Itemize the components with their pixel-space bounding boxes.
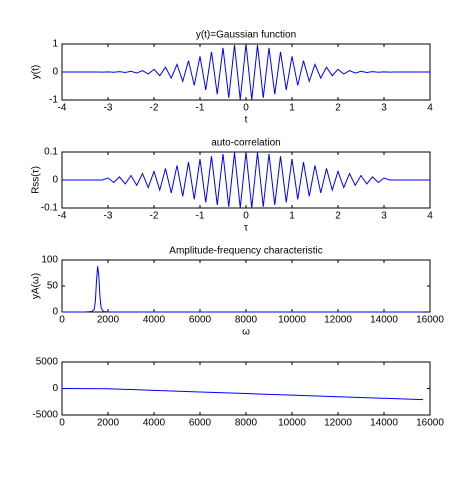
x-tick-label: 4 — [427, 211, 433, 222]
x-tick-label: 0 — [243, 103, 249, 114]
x-tick-label: 6000 — [189, 418, 212, 429]
x-tick-label: 4000 — [143, 418, 166, 429]
x-tick-label: 8000 — [235, 418, 258, 429]
y-tick-label: 0 — [52, 175, 58, 186]
data-line — [62, 43, 430, 100]
x-axis-label: ω — [242, 327, 250, 338]
x-tick-label: 16000 — [416, 315, 444, 326]
y-tick-label: 0 — [52, 307, 58, 318]
x-tick-label: -4 — [58, 103, 67, 114]
x-tick-label: 0 — [243, 211, 249, 222]
x-tick-label: 12000 — [324, 418, 352, 429]
x-tick-label: -4 — [58, 211, 67, 222]
x-tick-label: 2000 — [97, 315, 120, 326]
x-tick-label: 6000 — [189, 315, 212, 326]
chart-title: Amplitude-frequency characteristic — [169, 246, 322, 257]
x-tick-label: -2 — [150, 211, 159, 222]
x-tick-label: 8000 — [235, 315, 258, 326]
x-tick-label: 1 — [289, 103, 295, 114]
y-axis-label: y(t) — [31, 65, 42, 79]
data-line — [62, 266, 424, 313]
x-tick-label: 10000 — [278, 315, 306, 326]
y-tick-label: -5000 — [32, 410, 58, 421]
x-tick-label: -1 — [196, 211, 205, 222]
y-tick-label: 0 — [52, 383, 58, 394]
x-tick-label: 3 — [381, 211, 387, 222]
x-tick-label: 2 — [335, 103, 341, 114]
data-line — [61, 388, 424, 401]
x-tick-label: -2 — [150, 103, 159, 114]
x-tick-label: -3 — [104, 211, 113, 222]
x-tick-label: 1 — [289, 211, 295, 222]
x-tick-label: 4 — [427, 103, 433, 114]
x-tick-label: 3 — [381, 103, 387, 114]
y-tick-label: 5000 — [36, 357, 59, 368]
x-tick-label: 2000 — [97, 418, 120, 429]
x-tick-label: 10000 — [278, 418, 306, 429]
x-tick-label: 2 — [335, 211, 341, 222]
x-tick-label: 14000 — [370, 315, 398, 326]
x-tick-label: 0 — [59, 418, 65, 429]
y-tick-label: 50 — [47, 281, 59, 292]
y-tick-label: -0.1 — [41, 203, 59, 214]
x-tick-label: -1 — [196, 103, 205, 114]
y-axis-label: Rss(τ) — [31, 166, 42, 194]
x-tick-label: -3 — [104, 103, 113, 114]
x-axis-label: t — [245, 115, 248, 126]
axes-box — [61, 259, 431, 313]
x-tick-label: 12000 — [324, 315, 352, 326]
chart-title: y(t)=Gaussian function — [196, 30, 296, 41]
x-tick-label: 16000 — [416, 418, 444, 429]
y-tick-label: 1 — [52, 39, 58, 50]
x-tick-label: 4000 — [143, 315, 166, 326]
x-tick-label: 0 — [59, 315, 65, 326]
y-tick-label: 100 — [41, 255, 58, 266]
x-tick-label: 14000 — [370, 418, 398, 429]
data-line — [62, 151, 430, 209]
y-tick-label: 0.1 — [44, 147, 58, 158]
y-tick-label: 0 — [52, 67, 58, 78]
y-tick-label: -1 — [49, 95, 58, 106]
chart-title: auto-correlation — [211, 138, 280, 149]
x-axis-label: τ — [244, 223, 248, 234]
axes-box — [61, 151, 431, 209]
y-axis-label: yA(ω) — [31, 273, 42, 299]
axes-box — [61, 361, 431, 416]
